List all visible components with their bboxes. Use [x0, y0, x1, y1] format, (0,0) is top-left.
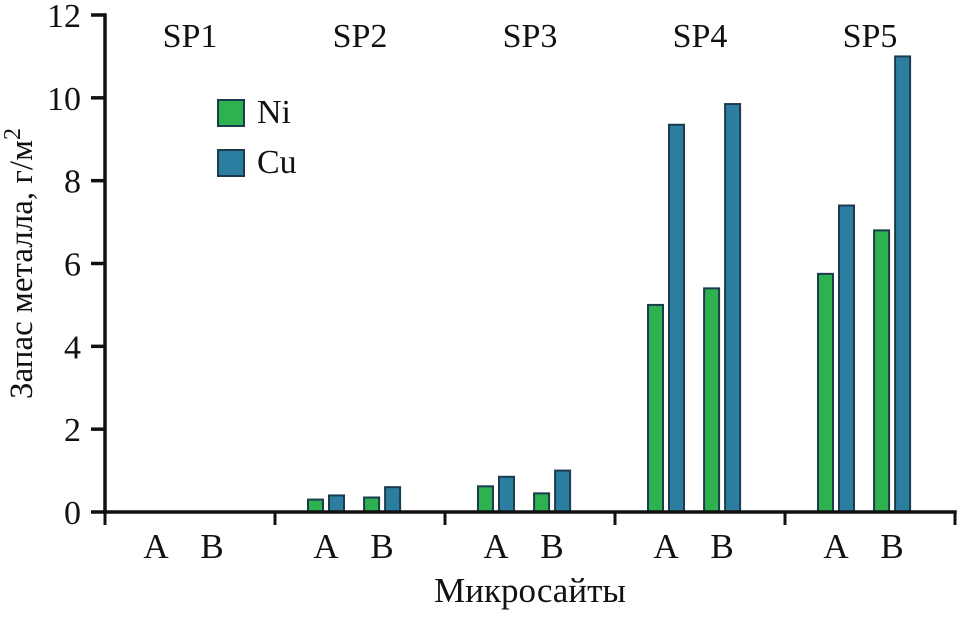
y-tick-label: 4: [64, 329, 81, 366]
bar-cu-sp4-a: [668, 123, 685, 513]
subsite-label: В: [710, 527, 733, 566]
subsite-label: В: [200, 527, 223, 566]
bar-ni-sp4-a: [647, 303, 664, 513]
bar-cu-sp5-a: [838, 204, 855, 513]
subsite-label: А: [483, 527, 509, 566]
bar-cu-sp4-b: [724, 103, 742, 513]
group-label-sp2: SP2: [333, 18, 388, 55]
bar-ni-sp2-a: [307, 498, 324, 514]
legend-label-cu: Cu: [257, 144, 297, 181]
y-tick-label: 12: [47, 0, 81, 35]
subsite-label: А: [313, 527, 339, 566]
bar-ni-sp4-b: [703, 287, 721, 513]
legend-swatch-ni: [217, 99, 245, 127]
bar-cu-sp3-a: [498, 475, 515, 514]
axes: [103, 13, 957, 514]
group-label-sp5: SP5: [843, 18, 898, 55]
y-tick-label: 10: [47, 81, 81, 118]
bar-cu-sp5-b: [894, 55, 912, 514]
subsite-label: В: [540, 527, 563, 566]
bar-ni-sp3-a: [477, 485, 494, 513]
bar-ni-sp2-b: [363, 496, 381, 514]
bar-cu-sp3-b: [554, 469, 572, 514]
subsite-label: А: [823, 527, 849, 566]
group-label-sp3: SP3: [503, 18, 558, 55]
y-axis-title: Запас металла, г/м2: [0, 128, 40, 399]
subsite-label: В: [880, 527, 903, 566]
legend-swatch-cu: [217, 149, 245, 177]
bar-ni-sp3-b: [533, 492, 551, 513]
bar-ni-sp5-b: [873, 229, 891, 513]
y-tick-label: 0: [64, 495, 81, 532]
y-tick-label: 8: [64, 164, 81, 201]
subsite-label: А: [653, 527, 679, 566]
bar-cu-sp2-a: [328, 494, 345, 513]
group-label-sp4: SP4: [673, 18, 728, 55]
y-tick-label: 2: [64, 412, 81, 449]
x-axis-title: Микросайты: [434, 571, 626, 610]
subsite-label: В: [370, 527, 393, 566]
bar-cu-sp2-b: [384, 486, 402, 513]
legend-label-ni: Ni: [257, 94, 291, 131]
group-label-sp1: SP1: [163, 18, 218, 55]
bar-ni-sp5-a: [817, 272, 834, 513]
subsite-label: А: [143, 527, 169, 566]
y-tick-label: 6: [64, 247, 81, 284]
